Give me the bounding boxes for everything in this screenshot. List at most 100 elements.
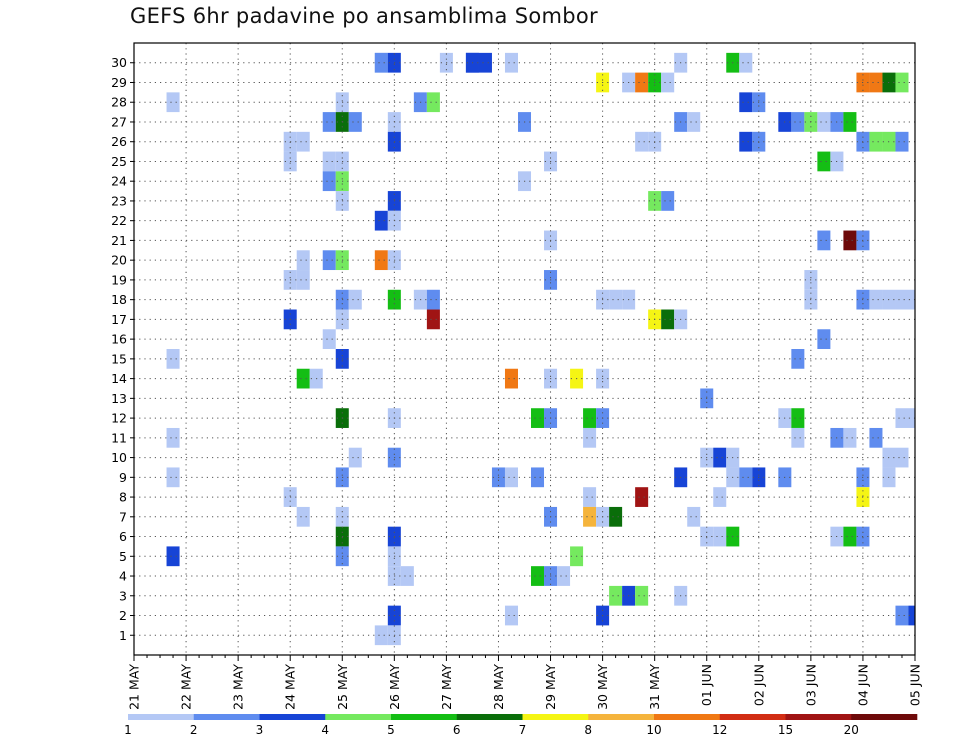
- heatmap-cell: [583, 408, 597, 428]
- heatmap-cell: [583, 427, 597, 448]
- heatmap-cell: [635, 131, 649, 152]
- heatmap-cell: [843, 112, 857, 132]
- heatmap-cell: [166, 349, 180, 369]
- y-tick-label: 29: [111, 75, 127, 90]
- heatmap-cell: [908, 408, 915, 428]
- heatmap-cell: [296, 506, 310, 527]
- heatmap-cell: [557, 566, 571, 586]
- legend-swatch: [851, 714, 918, 720]
- y-tick-label: 17: [111, 312, 127, 327]
- legend-label: 20: [844, 723, 859, 737]
- heatmap-cell: [635, 72, 649, 93]
- heatmap-cell: [791, 408, 805, 428]
- heatmap-cell: [713, 487, 727, 507]
- legend-label: 2: [190, 723, 198, 737]
- heatmap-cell: [426, 92, 440, 113]
- heatmap-cell: [895, 447, 909, 468]
- heatmap-cell: [739, 92, 753, 113]
- heatmap-cell: [817, 112, 831, 132]
- heatmap-cell: [661, 191, 675, 211]
- y-tick-label: 2: [119, 608, 127, 623]
- y-tick-label: 28: [111, 95, 127, 110]
- heatmap-cell: [348, 289, 362, 310]
- heatmap-cell: [583, 487, 597, 507]
- x-tick-label: 23 MAY: [231, 664, 246, 710]
- heatmap-cell: [583, 506, 597, 527]
- y-tick-label: 9: [119, 470, 127, 485]
- legend-swatch: [719, 714, 786, 720]
- y-tick-label: 4: [119, 569, 127, 584]
- heatmap-cell: [400, 566, 414, 586]
- heatmap-cell: [531, 408, 545, 428]
- y-tick-label: 7: [119, 509, 127, 524]
- heatmap-cell: [609, 289, 623, 310]
- y-tick-label: 12: [111, 411, 127, 426]
- legend-label: 6: [453, 723, 461, 737]
- legend-label: 15: [778, 723, 793, 737]
- heatmap-cell: [661, 72, 675, 93]
- y-tick-label: 3: [119, 588, 127, 603]
- heatmap-cell: [687, 506, 701, 527]
- y-tick-label: 25: [111, 154, 127, 169]
- legend-label: 10: [646, 723, 661, 737]
- heatmap-cell: [374, 210, 388, 231]
- legend-swatch: [522, 714, 589, 720]
- x-tick-label: 31 MAY: [647, 664, 662, 710]
- legend-label: 1: [124, 723, 132, 737]
- heatmap-cell: [426, 289, 440, 310]
- heatmap-cell: [713, 447, 727, 468]
- y-tick-label: 16: [111, 332, 127, 347]
- x-tick-label: 28 MAY: [491, 664, 506, 710]
- x-tick-label: 01 JUN: [699, 664, 714, 706]
- heatmap-cell: [908, 605, 915, 626]
- legend-swatch: [128, 714, 195, 720]
- x-tick-label: 25 MAY: [335, 664, 350, 710]
- heatmap-cell: [791, 427, 805, 448]
- legend-swatch: [325, 714, 392, 720]
- legend-swatch: [193, 714, 260, 720]
- legend-label: 4: [321, 723, 329, 737]
- x-tick-label: 02 JUN: [751, 664, 766, 706]
- y-tick-label: 19: [111, 272, 127, 287]
- heatmap-cell: [895, 72, 909, 93]
- y-tick-label: 24: [111, 174, 127, 189]
- heatmap-cell: [895, 289, 909, 310]
- grid-lines: [134, 43, 915, 655]
- legend-label: 3: [256, 723, 264, 737]
- y-tick-label: 21: [111, 233, 127, 248]
- legend-swatch: [456, 714, 523, 720]
- legend-label: 8: [584, 723, 592, 737]
- heatmap-cell: [296, 131, 310, 152]
- y-tick-label: 11: [111, 430, 127, 445]
- heatmap-cell: [504, 52, 518, 73]
- y-axis: 1234567891011121314151617181920212223242…: [111, 55, 134, 643]
- heatmap-cell: [661, 309, 675, 330]
- legend-swatch: [259, 714, 326, 720]
- x-tick-label: 30 MAY: [595, 664, 610, 710]
- heatmap-cell: [713, 526, 727, 547]
- heatmap-cell: [895, 408, 909, 428]
- heatmap-cell: [908, 289, 915, 310]
- heatmap-cell: [166, 92, 180, 113]
- heatmap-cell: [739, 467, 753, 488]
- heatmap-cell: [374, 250, 388, 271]
- heatmap-cell: [817, 151, 831, 172]
- heatmap-cell: [296, 250, 310, 271]
- legend-swatch: [391, 714, 458, 720]
- heatmap-cell: [531, 467, 545, 488]
- heatmap-cell: [348, 112, 362, 132]
- x-tick-label: 22 MAY: [179, 664, 194, 710]
- heatmap-cell: [843, 230, 857, 251]
- legend-swatch: [588, 714, 655, 720]
- heatmap-cell: [374, 625, 388, 646]
- y-tick-label: 5: [119, 549, 127, 564]
- heatmap-cell: [166, 467, 180, 488]
- y-tick-label: 6: [119, 529, 127, 544]
- x-tick-label: 29 MAY: [543, 664, 558, 710]
- x-tick-label: 26 MAY: [387, 664, 402, 710]
- y-tick-label: 8: [119, 490, 127, 505]
- heatmap-cell: [322, 329, 336, 349]
- heatmap-cell: [166, 427, 180, 448]
- y-tick-label: 1: [119, 628, 127, 643]
- x-tick-label: 21 MAY: [127, 664, 142, 710]
